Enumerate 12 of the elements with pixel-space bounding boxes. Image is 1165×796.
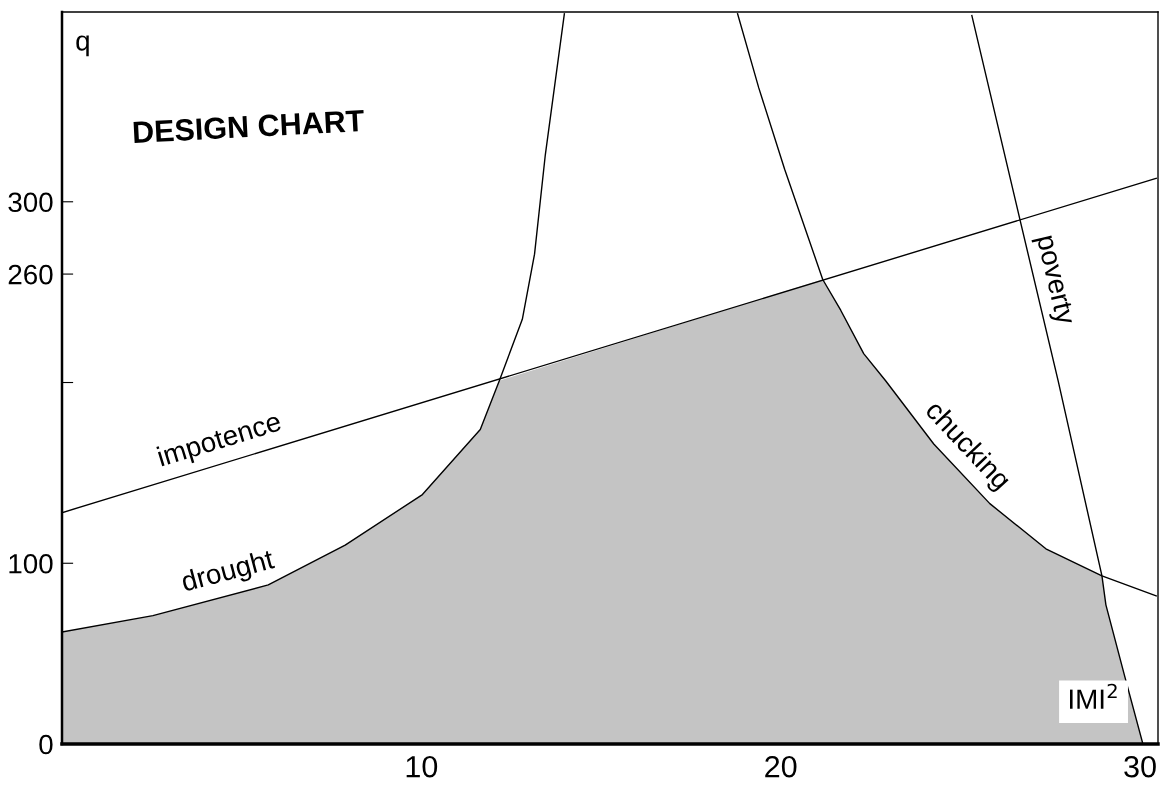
y-tick-label: 300: [8, 192, 53, 213]
text: drought: [180, 548, 277, 598]
y-tick-label: 0: [39, 734, 53, 755]
x-tick-label: 30: [1124, 755, 1156, 778]
y-tick-label: 260: [8, 264, 53, 285]
y-axis-title: q: [76, 35, 89, 57]
text: DESIGN CHART: [133, 109, 365, 144]
x-axis-title: IMI$^{2}$: [1069, 683, 1117, 709]
text: poverty: [1031, 234, 1076, 327]
y-tick-label: 100: [9, 553, 53, 574]
x-tick-label: 20: [765, 755, 797, 778]
x-tick-label: 10: [406, 755, 438, 778]
